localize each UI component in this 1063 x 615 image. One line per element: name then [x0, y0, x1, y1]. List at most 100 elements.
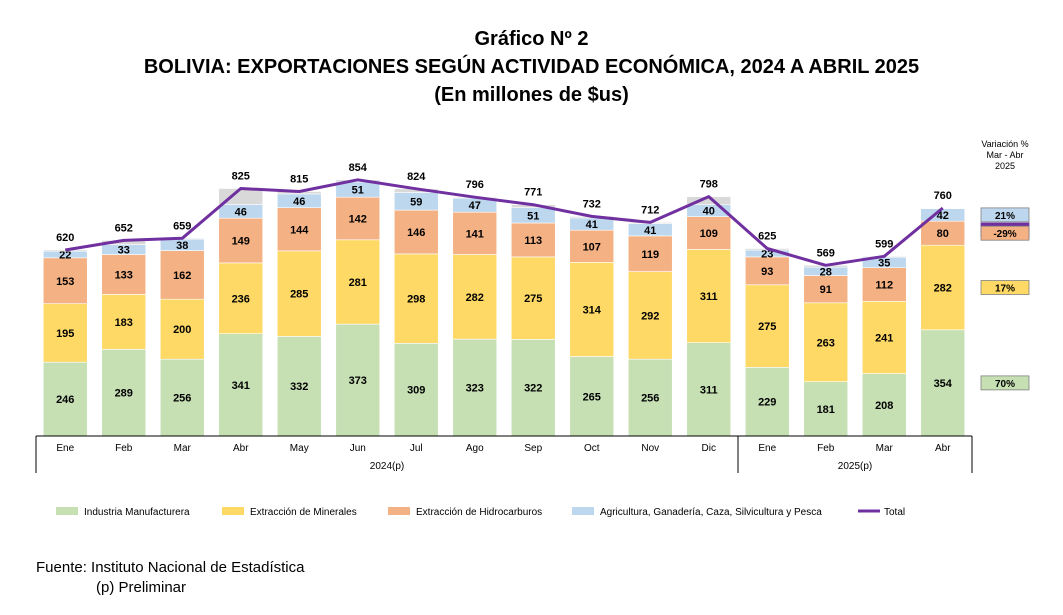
bar-extraccion-de-hidrocarburos-9 — [569, 229, 615, 263]
tick-label-14: Mar — [876, 443, 894, 454]
bar-extraccion-de-minerales-0 — [42, 303, 88, 363]
data-label-extraccion-de-minerales-5: 281 — [349, 277, 367, 289]
bar-extraccion-de-minerales-10 — [627, 271, 673, 360]
bar-extraccion-de-minerales-9 — [569, 261, 615, 357]
data-label-agricultura-ganaderia-caza-silvicultura-y-pesca-5: 51 — [352, 185, 364, 197]
data-label-agricultura-ganaderia-caza-silvicultura-y-pesca-0: 22 — [59, 250, 71, 262]
data-label-agricultura-ganaderia-caza-silvicultura-y-pesca-14: 35 — [878, 257, 890, 269]
total-line — [65, 178, 944, 267]
legend-label-total: Total — [884, 507, 905, 518]
tick-label-0: Ene — [56, 443, 74, 454]
variation-box-2 — [980, 225, 1030, 241]
data-label-agricultura-ganaderia-caza-silvicultura-y-pesca-1: 33 — [118, 245, 130, 257]
tick-label-13: Feb — [817, 443, 835, 454]
bar-industria-manufacturera-15 — [920, 329, 966, 437]
bar-extraccion-de-hidrocarburos-4 — [276, 207, 322, 252]
data-label-extraccion-de-minerales-4: 285 — [290, 289, 308, 301]
bar-industria-manufacturera-2 — [159, 358, 205, 437]
bar-residual-0 — [42, 249, 88, 252]
data-label-extraccion-de-hidrocarburos-11: 109 — [700, 228, 718, 240]
chart-subtitle: (En millones de $us) — [434, 84, 629, 106]
data-label-extraccion-de-hidrocarburos-7: 141 — [466, 228, 484, 240]
variation-box-3 — [980, 280, 1030, 295]
bar-extraccion-de-minerales-1 — [101, 294, 147, 350]
variation-box-1 — [980, 207, 1030, 223]
total-label-11: 798 — [700, 179, 718, 191]
data-label-agricultura-ganaderia-caza-silvicultura-y-pesca-2: 38 — [176, 240, 188, 252]
data-label-extraccion-de-minerales-1: 183 — [115, 317, 133, 329]
data-label-industria-manufacturera-2: 256 — [173, 393, 191, 405]
bar-extraccion-de-hidrocarburos-13 — [803, 275, 849, 304]
bar-extraccion-de-minerales-3 — [218, 262, 264, 334]
total-label-8: 771 — [524, 187, 542, 199]
data-label-extraccion-de-minerales-8: 275 — [524, 293, 542, 305]
data-label-extraccion-de-minerales-12: 275 — [758, 321, 776, 333]
variation-value-1: 21% — [995, 211, 1015, 222]
data-label-industria-manufacturera-12: 229 — [758, 397, 776, 409]
data-label-extraccion-de-hidrocarburos-12: 93 — [761, 266, 773, 278]
data-label-extraccion-de-hidrocarburos-8: 113 — [524, 235, 542, 247]
data-label-extraccion-de-hidrocarburos-13: 91 — [820, 284, 832, 296]
variation-box-4 — [980, 375, 1030, 391]
total-label-5: 854 — [349, 162, 368, 174]
bar-extraccion-de-minerales-14 — [861, 300, 907, 374]
data-label-extraccion-de-hidrocarburos-3: 149 — [232, 236, 250, 248]
legend-swatch-extraccion-de-minerales — [222, 507, 244, 515]
data-label-agricultura-ganaderia-caza-silvicultura-y-pesca-11: 40 — [703, 206, 715, 218]
total-label-4: 815 — [290, 174, 308, 186]
data-label-agricultura-ganaderia-caza-silvicultura-y-pesca-6: 59 — [410, 196, 422, 208]
variation-title-2: 2025 — [995, 161, 1015, 171]
bar-industria-manufacturera-3 — [218, 333, 264, 437]
data-label-extraccion-de-hidrocarburos-14: 112 — [875, 280, 893, 292]
data-label-extraccion-de-hidrocarburos-9: 107 — [583, 241, 601, 253]
bar-extraccion-de-minerales-8 — [510, 256, 556, 340]
total-label-1: 652 — [115, 222, 133, 234]
data-label-extraccion-de-minerales-15: 282 — [934, 283, 952, 295]
data-label-extraccion-de-hidrocarburos-10: 119 — [641, 249, 659, 261]
bar-extraccion-de-minerales-7 — [452, 254, 498, 340]
bar-industria-manufacturera-10 — [627, 358, 673, 437]
tick-label-1: Feb — [115, 443, 133, 454]
tick-label-8: Sep — [524, 443, 542, 454]
variation-value-4: 70% — [995, 379, 1015, 390]
data-label-extraccion-de-minerales-0: 195 — [56, 328, 74, 340]
legend-swatch-agricultura-ganaderia-caza-silvicultura-y-pesca — [572, 507, 594, 515]
variation-value-2: -29% — [993, 229, 1016, 240]
data-label-agricultura-ganaderia-caza-silvicultura-y-pesca-15: 42 — [937, 210, 949, 222]
legend-swatch-extraccion-de-hidrocarburos — [388, 507, 410, 515]
tick-label-3: Abr — [233, 443, 249, 454]
data-label-extraccion-de-minerales-11: 311 — [700, 291, 718, 303]
preliminary-note: (p) Preliminar — [96, 579, 187, 596]
bar-extraccion-de-hidrocarburos-2 — [159, 250, 205, 300]
data-label-agricultura-ganaderia-caza-silvicultura-y-pesca-9: 41 — [586, 219, 598, 231]
data-label-industria-manufacturera-10: 256 — [641, 393, 659, 405]
data-label-industria-manufacturera-5: 373 — [349, 375, 367, 387]
data-label-extraccion-de-minerales-7: 282 — [466, 292, 484, 304]
data-label-industria-manufacturera-3: 341 — [232, 380, 250, 392]
data-label-agricultura-ganaderia-caza-silvicultura-y-pesca-8: 51 — [527, 210, 539, 222]
total-label-10: 712 — [641, 204, 659, 216]
bar-extraccion-de-minerales-12 — [744, 284, 790, 368]
data-label-extraccion-de-minerales-13: 263 — [817, 337, 835, 349]
bar-extraccion-de-minerales-6 — [393, 253, 439, 344]
group-label-1: 2025(p) — [838, 461, 872, 472]
tick-label-5: Jun — [350, 443, 366, 454]
data-label-extraccion-de-hidrocarburos-6: 146 — [407, 227, 425, 239]
bar-extraccion-de-hidrocarburos-11 — [686, 216, 732, 250]
total-label-12: 625 — [758, 231, 776, 243]
legend-label-extraccion-de-minerales: Extracción de Minerales — [250, 507, 357, 518]
data-label-industria-manufacturera-9: 265 — [583, 391, 601, 403]
data-label-industria-manufacturera-4: 332 — [290, 381, 308, 393]
data-label-industria-manufacturera-13: 181 — [817, 404, 835, 416]
chart-title: BOLIVIA: EXPORTACIONES SEGÚN ACTIVIDAD E… — [143, 56, 920, 78]
bar-industria-manufacturera-12 — [744, 366, 790, 437]
data-label-extraccion-de-minerales-2: 200 — [173, 324, 191, 336]
chart-number: Gráfico Nº 2 — [474, 28, 589, 50]
data-label-extraccion-de-minerales-9: 314 — [583, 304, 602, 316]
tick-label-12: Ene — [758, 443, 776, 454]
bar-industria-manufacturera-0 — [42, 361, 88, 437]
bar-extraccion-de-hidrocarburos-1 — [101, 254, 147, 295]
tick-label-11: Dic — [702, 443, 716, 454]
variation-title-0: Variación % — [981, 139, 1028, 149]
tick-label-2: Mar — [174, 443, 192, 454]
